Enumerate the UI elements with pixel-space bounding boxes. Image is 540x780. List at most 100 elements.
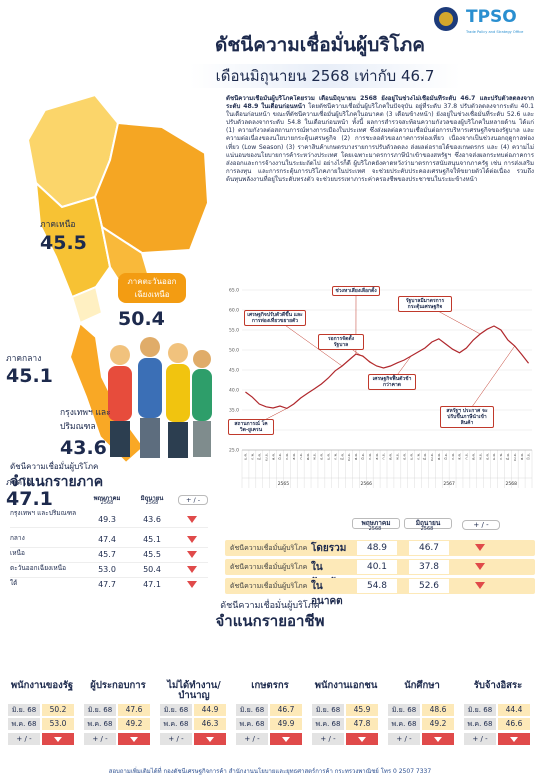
cell: 37.8 [409, 560, 449, 574]
region-table-title: ดัชนีความเชื่อมั่นผู้บริโภค [10, 462, 99, 471]
occupation-name: ไม่ได้ทำงาน/บำนาญ [167, 680, 221, 701]
value: 48.6 [422, 704, 454, 716]
column-header: พฤษภาคม [352, 518, 400, 529]
summary-lead: ดัชนีความเชื่อมั่นผู้บริโภคโดยรวม เดือนม… [226, 95, 534, 111]
value: 46.6 [498, 718, 530, 730]
region-central [34, 180, 112, 299]
logo-text: TPSO [466, 7, 517, 27]
x-tick-label: มิ.ย. [361, 453, 365, 460]
value: 45.9 [346, 704, 378, 716]
down-arrow [187, 536, 197, 543]
down-arrow [130, 737, 138, 742]
x-tick-label: ก.ย. [465, 453, 469, 460]
row-label: ดัชนีความเชื่อมั่นผู้บริโภค [230, 563, 308, 571]
value-label: มิ.ย. 68 [388, 704, 420, 716]
value: 47.6 [118, 704, 150, 716]
region-label: กรุงเทพฯ และปริมณฑล [60, 408, 111, 432]
x-tick-label: มี.ค. [422, 453, 427, 460]
x-tick-label: พ.ย. [313, 453, 317, 460]
cell: 49.3 [98, 515, 116, 524]
occupation-name: นักศึกษา [404, 680, 440, 691]
value-label: มิ.ย. 68 [312, 704, 344, 716]
row-label: ดัชนีความเชื่อมั่นผู้บริโภค [230, 582, 308, 590]
summary-text: โดยดัชนีความเชื่อมั่นผู้บริโภคในปัจจุบัน… [226, 103, 534, 183]
value: 49.2 [118, 718, 150, 730]
data-line [245, 325, 530, 410]
occupation-subtitle: จำแนกรายอาชีพ [215, 612, 325, 630]
x-tick-label: ธ.ค. [402, 453, 406, 460]
row-rule [10, 547, 208, 548]
cell: 54.8 [357, 579, 397, 593]
footer: สอบถามเพิ่มเติมได้ที่ กองดัชนีเศรษฐกิจกา… [108, 768, 432, 775]
value-label: พ.ค. 68 [236, 718, 268, 730]
annotation: เศรษฐกิจปรับตัวดีขึ้น และการท่องเที่ยวขย… [244, 310, 306, 326]
region-value: 45.5 [40, 232, 87, 254]
row-label: กรุงเทพฯ และปริมณฑล [10, 509, 77, 517]
cell: 47.7 [98, 580, 116, 589]
value-label: มิ.ย. 68 [236, 704, 268, 716]
x-tick-label: มี.ค. [339, 453, 344, 460]
value-label: พ.ค. 68 [160, 718, 192, 730]
column-header: มิถุนายน [404, 518, 452, 529]
annotation: ช่วงหาเสียงเลือกตั้ง [332, 286, 380, 296]
cell: 40.1 [357, 560, 397, 574]
y-tick-label: 35.0 [229, 408, 239, 414]
y-tick-label: 50.0 [229, 348, 239, 354]
year-label: 2568 [506, 481, 518, 487]
down-arrow [206, 737, 214, 742]
x-tick-label: ต.ค. [472, 453, 476, 460]
x-tick-label: ก.พ. [499, 453, 503, 460]
cell: 45.7 [98, 550, 116, 559]
cell: 47.1 [143, 580, 161, 589]
value: 49.2 [422, 718, 454, 730]
down-arrow [475, 582, 485, 589]
region-bangkok [70, 285, 104, 325]
value-label: พ.ค. 68 [312, 718, 344, 730]
column-header: มิถุนายน [140, 495, 164, 502]
region-value: 43.6 [60, 437, 107, 459]
region-label: ภาคตะวันออกเฉียงเหนือ [118, 273, 186, 303]
change-label: + / - [464, 733, 496, 745]
change-label: + / - [84, 733, 116, 745]
y-tick-label: 55.0 [229, 328, 239, 334]
x-tick-label: มิ.ย. [444, 453, 448, 460]
x-tick-label: พ.ค. [437, 453, 441, 460]
cell: 52.6 [409, 579, 449, 593]
region-value: 50.4 [118, 308, 165, 330]
x-tick-label: เม.ย. [430, 453, 434, 461]
row-label: ใต้ [10, 579, 18, 587]
annotation: สหรัฐฯ ประกาศ จะปรับขึ้นภาษีนำเข้าสินค้า [440, 406, 494, 428]
cell: 43.6 [143, 515, 161, 524]
logo: TPSO Trade Policy and Strategy Office [434, 7, 524, 34]
y-tick-label: 40.0 [229, 388, 239, 394]
occupation-name: ผู้ประกอบการ [90, 680, 146, 691]
emblem-inner [439, 12, 453, 26]
x-tick-label: มิ.ย. [278, 453, 282, 460]
down-arrow [282, 737, 290, 742]
summary: ดัชนีความเชื่อมั่นผู้บริโภคโดยรวม เดือนม… [226, 95, 534, 273]
cell: 45.5 [143, 550, 161, 559]
people-illustration [108, 337, 212, 458]
annotation: เศรษฐกิจฟื้นตัวช้ากว่าคาด [368, 374, 416, 390]
down-arrow [475, 544, 485, 551]
x-tick-label: พ.ค. [520, 453, 524, 460]
region-table-subtitle: จำแนกรายภาค [10, 474, 104, 490]
column-year: 2568 [145, 500, 159, 506]
x-tick-label: ส.ค. [458, 453, 462, 460]
row-label: เหนือ [10, 549, 25, 557]
x-tick-label: พ.ค. [354, 453, 358, 460]
column-header: + / - [178, 495, 208, 505]
x-tick-label: ก.ย. [382, 453, 386, 460]
occupation-name: รับจ้างอิสระ [473, 680, 523, 691]
row-rule [10, 577, 208, 578]
down-arrow [358, 737, 366, 742]
down-arrow [187, 566, 197, 573]
x-tick-label: ก.ค. [451, 453, 455, 460]
value: 53.0 [42, 718, 74, 730]
occupation-name: พนักงานเอกชน [314, 680, 378, 691]
value: 44.4 [498, 704, 530, 716]
value-label: พ.ค. 68 [388, 718, 420, 730]
line-chart: 25.030.035.040.045.050.055.060.065.0ม.ค.… [229, 288, 533, 488]
cell: 46.7 [409, 541, 449, 555]
value-label: มิ.ย. 68 [8, 704, 40, 716]
